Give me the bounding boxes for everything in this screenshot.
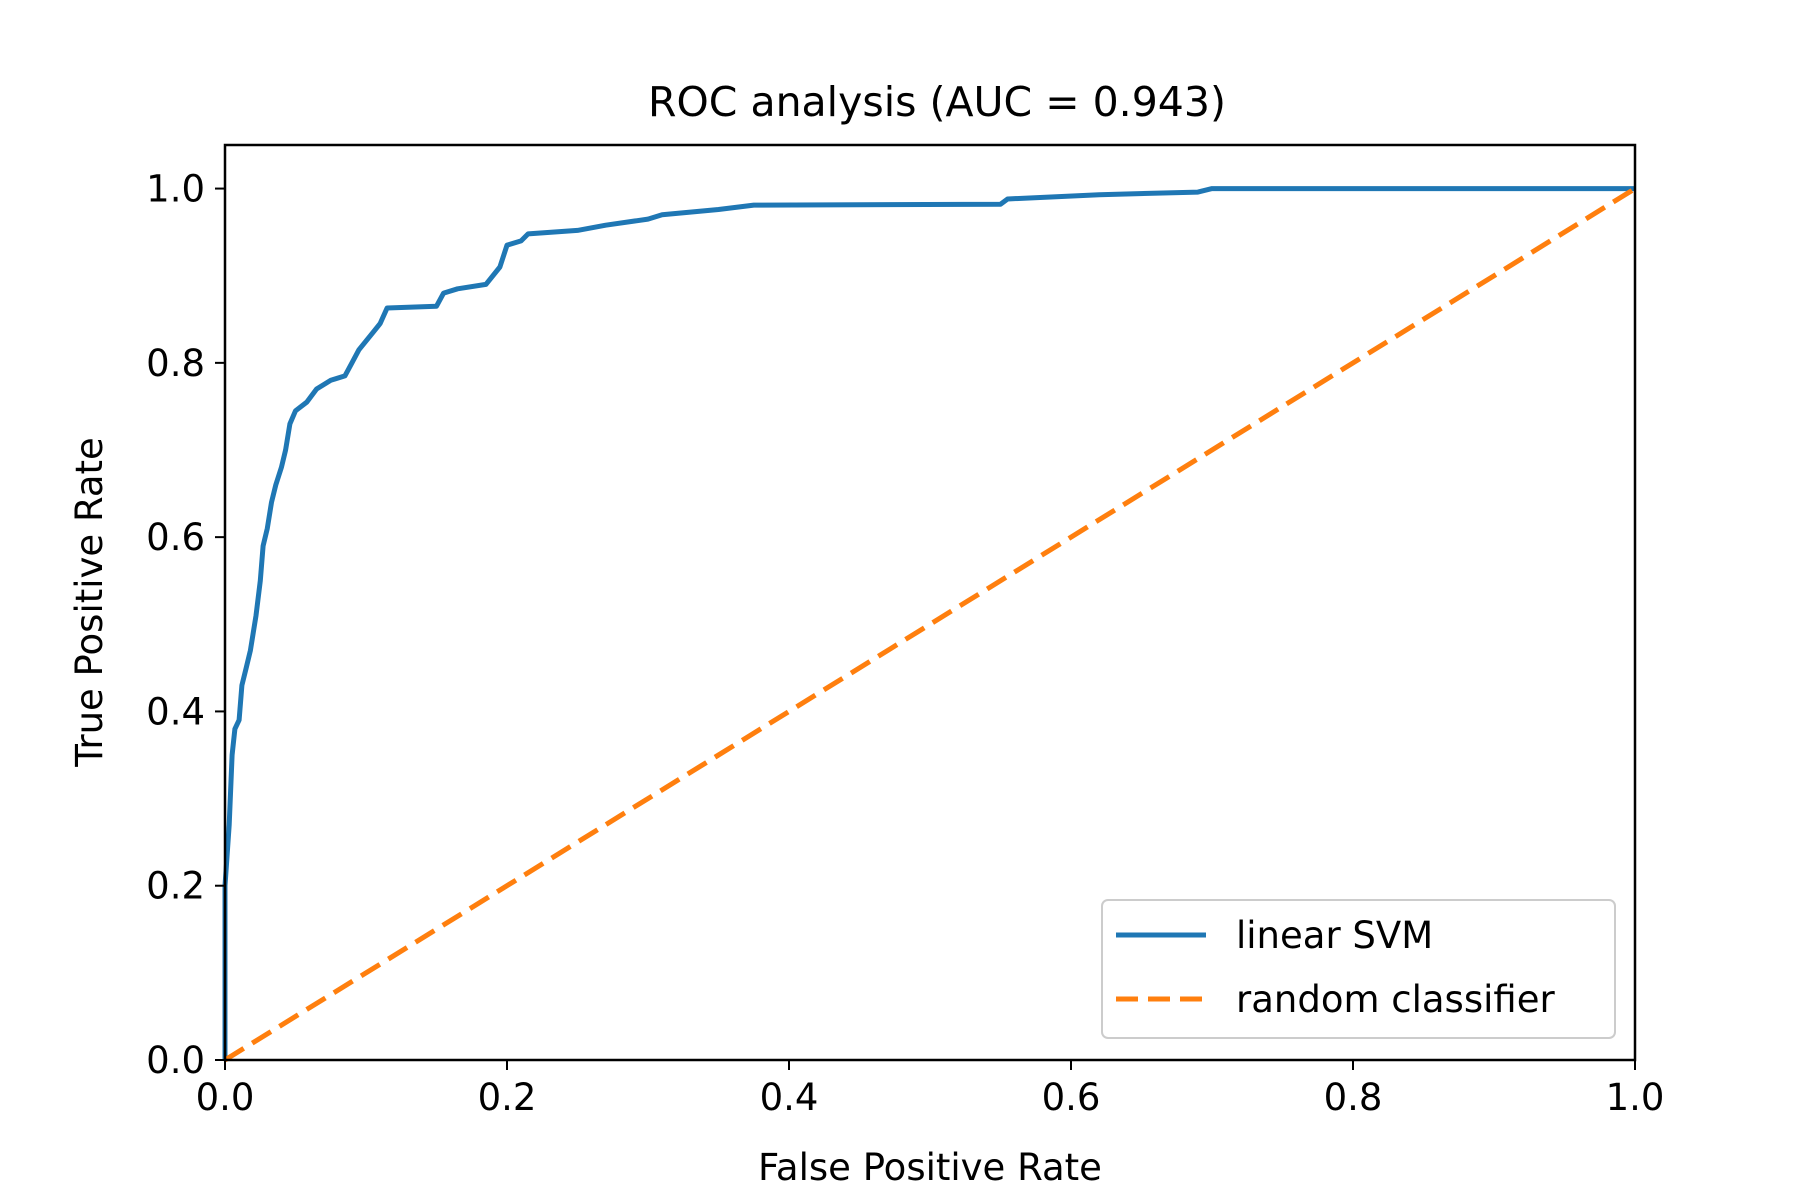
y-tick-label: 0.2 xyxy=(146,865,205,908)
y-tick-label: 1.0 xyxy=(146,168,205,211)
series-line-linear-svm xyxy=(222,186,1635,1060)
plot-area xyxy=(222,186,1637,1063)
x-tick-label: 0.8 xyxy=(1324,1076,1383,1119)
y-tick-label: 0.4 xyxy=(146,690,205,733)
x-tick-label: 0.4 xyxy=(760,1076,819,1119)
x-tick-label: 0.2 xyxy=(478,1076,537,1119)
chart-title: ROC analysis (AUC = 0.943) xyxy=(648,78,1226,126)
x-tick-label: 0.0 xyxy=(196,1076,255,1119)
x-tick-label: 0.6 xyxy=(1042,1076,1101,1119)
y-axis-label: True Positive Rate xyxy=(68,437,111,768)
axes-frame xyxy=(223,143,1637,1062)
y-tick-label: 0.6 xyxy=(146,516,205,559)
x-axis: 0.0 0.2 0.4 0.6 0.8 1.0 xyxy=(196,1060,1665,1119)
series-line-random-classifier xyxy=(223,186,1637,1063)
y-tick-label: 0.8 xyxy=(146,342,205,385)
x-axis-label: False Positive Rate xyxy=(758,1146,1102,1189)
legend: linear SVM random classifier xyxy=(1101,899,1616,1039)
legend-frame xyxy=(1101,899,1616,1039)
y-tick-label: 0.0 xyxy=(146,1039,205,1082)
y-axis: 0.0 0.2 0.4 0.6 0.8 1.0 xyxy=(146,168,225,1082)
legend-label-linear-svm: linear SVM xyxy=(1236,914,1433,957)
legend-label-random-classifier: random classifier xyxy=(1236,978,1555,1021)
x-tick-label: 1.0 xyxy=(1606,1076,1665,1119)
